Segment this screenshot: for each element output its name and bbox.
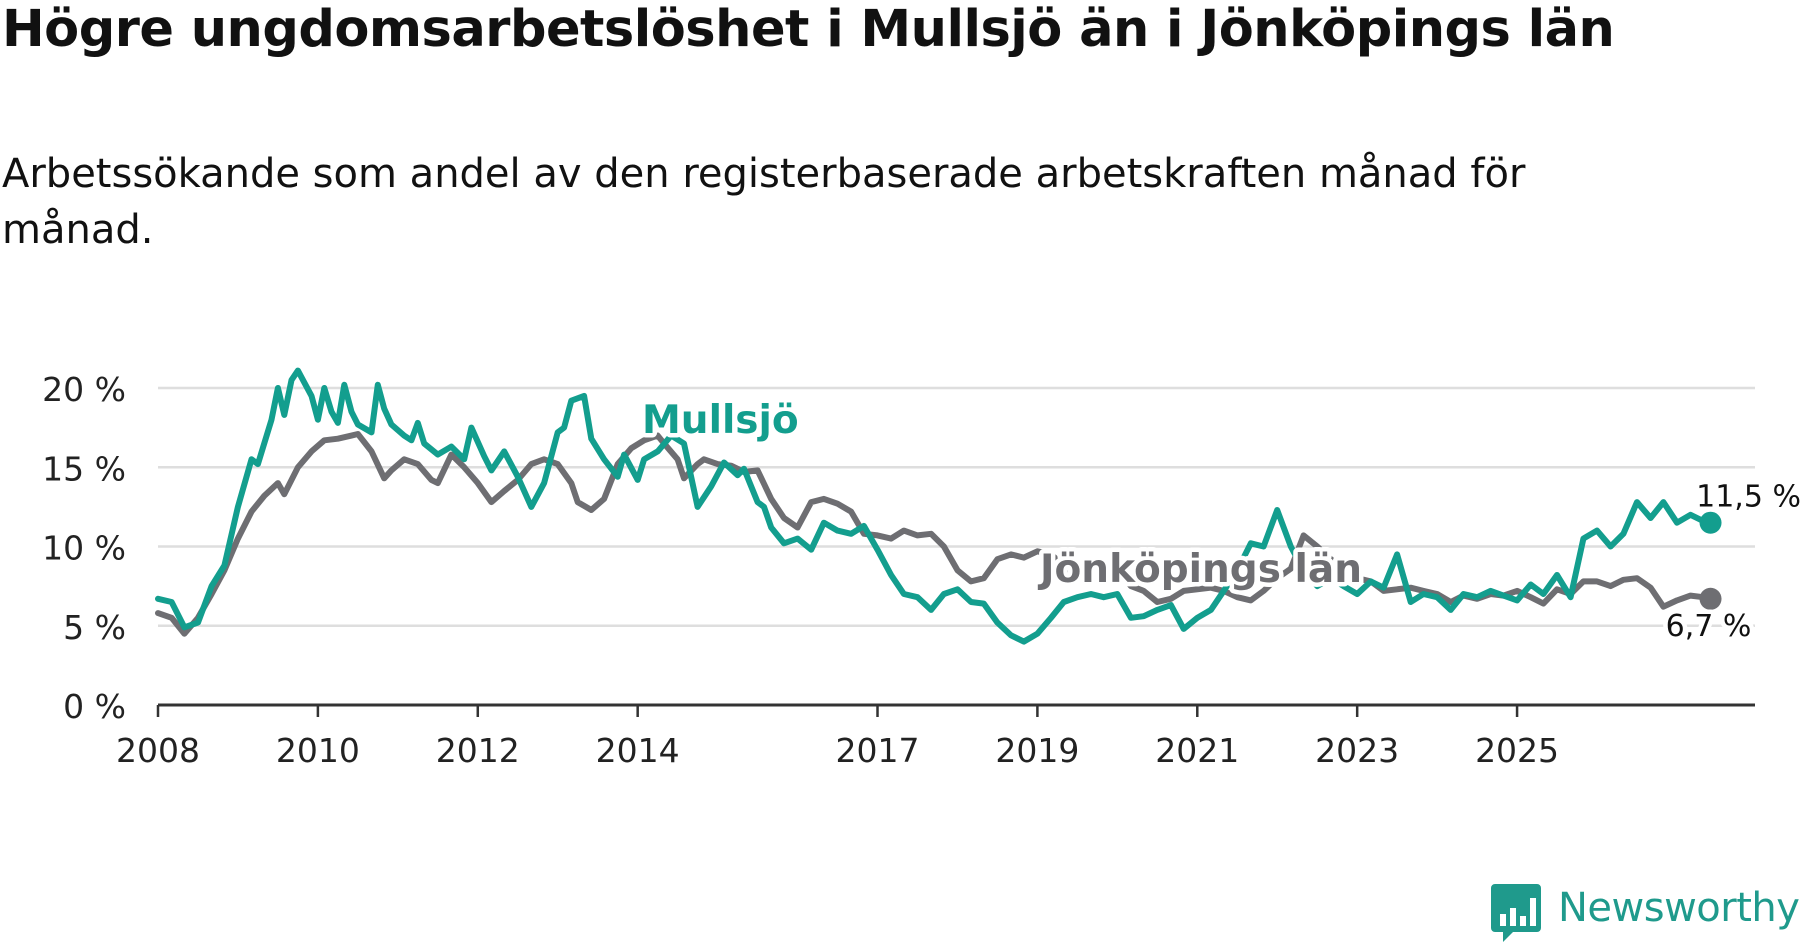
- end-label-jonkopings-lan: 6,7 %: [1666, 609, 1752, 644]
- y-tick-label: 5 %: [63, 608, 126, 647]
- y-tick-label: 20 %: [42, 370, 126, 409]
- series-label-jonkopings-lan: Jönköpings län: [1037, 547, 1362, 592]
- end-label-mullsjo: 11,5 %: [1696, 480, 1800, 515]
- x-tick-label: 2008: [116, 731, 200, 770]
- x-tick-label: 2014: [596, 731, 680, 770]
- brand-name: Newsworthy: [1558, 885, 1800, 931]
- x-tick-label: 2025: [1475, 731, 1559, 770]
- chart-subtitle: Arbetssökande som andel av den registerb…: [2, 151, 1526, 253]
- x-tick-label: 2019: [995, 731, 1079, 770]
- series-label-mullsjo: Mullsjö: [642, 398, 799, 443]
- y-tick-label: 15 %: [42, 449, 126, 488]
- axes: 0 % 5 % 10 % 15 % 20 % 2008 2010 2012 2014 2017 20…: [42, 370, 1755, 770]
- chart-title: Högre ungdomsarbetslöshet i Mullsjö än i…: [2, 0, 1615, 59]
- series-line-jonkopings-lan: [155, 431, 1714, 637]
- end-point-jonkopings-lan: [1699, 587, 1722, 610]
- x-tick-label: 2021: [1155, 731, 1239, 770]
- x-tick-label: 2017: [836, 731, 920, 770]
- x-tick-label: 2023: [1315, 731, 1399, 770]
- y-tick-label: 0 %: [63, 687, 126, 726]
- end-point-mullsjo: [1699, 511, 1722, 534]
- series-lines: [155, 367, 1722, 645]
- x-tick-label: 2012: [436, 731, 520, 770]
- x-tick-label: 2010: [276, 731, 360, 770]
- newsworthy-logo-icon: [1491, 884, 1541, 942]
- series-labels: Mullsjö Jönköpings län 11,5 % 6,7 %: [638, 394, 1800, 649]
- y-tick-label: 10 %: [42, 529, 126, 568]
- series-line-mullsjo: [155, 367, 1714, 645]
